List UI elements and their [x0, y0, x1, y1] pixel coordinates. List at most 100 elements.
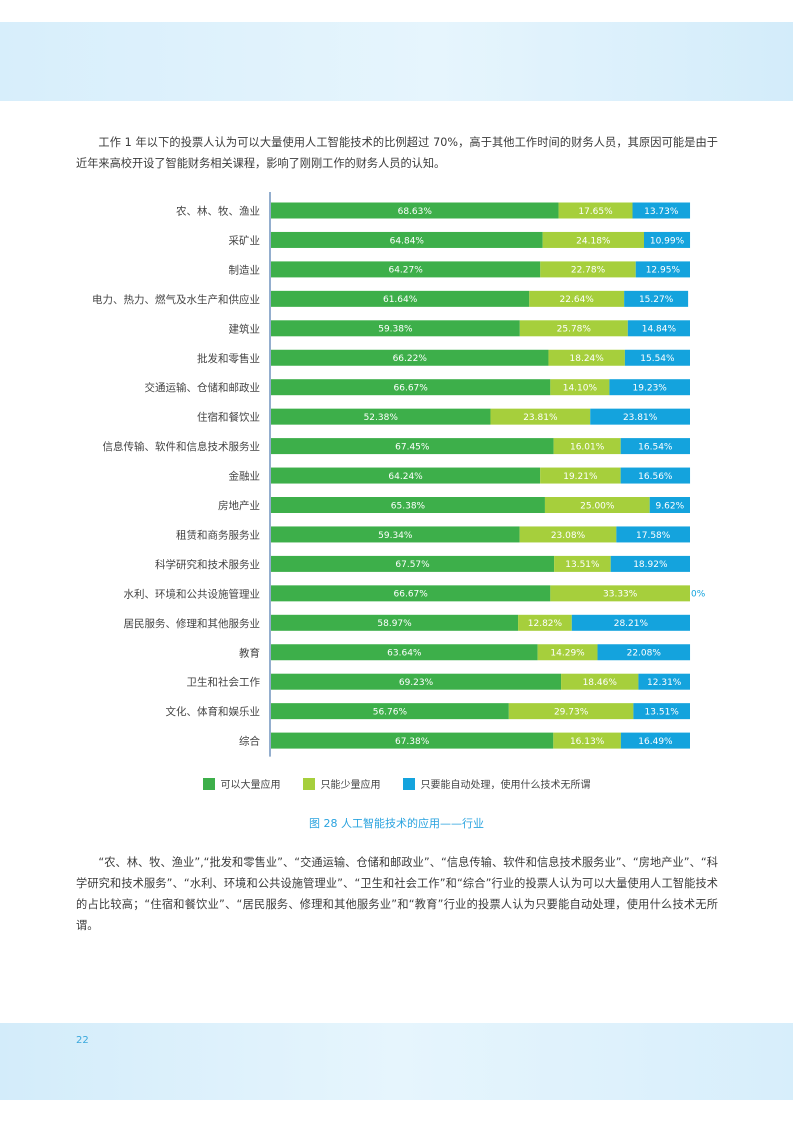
category-label: 卫生和社会工作	[187, 676, 261, 689]
bar-segment	[271, 497, 545, 513]
intro-paragraph: 工作 1 年以下的投票人认为可以大量使用人工智能技术的比例超过 70%，高于其他…	[76, 136, 718, 170]
data-label: 69.23%	[399, 678, 434, 688]
bar-segment	[518, 614, 572, 631]
data-label: 65.38%	[391, 501, 426, 511]
bar-segment	[490, 408, 591, 425]
bar-segment	[550, 585, 690, 602]
bar-segment	[542, 231, 644, 248]
bar-segment	[632, 202, 691, 219]
data-label: 14.84%	[642, 325, 677, 335]
bar-segment	[540, 467, 621, 484]
header-band	[0, 22, 793, 101]
data-label: 25.78%	[557, 325, 592, 335]
bar-segment	[571, 614, 690, 631]
data-label: 18.24%	[570, 354, 605, 364]
data-label: 64.24%	[388, 472, 423, 482]
data-label: 67.38%	[395, 737, 430, 747]
legend-swatch	[402, 777, 415, 790]
data-label: 29.73%	[554, 707, 589, 717]
legend-swatch	[302, 777, 315, 790]
data-label: 18.92%	[633, 560, 668, 570]
data-label: 12.82%	[528, 619, 563, 629]
bar-segment	[271, 703, 509, 720]
bar-segment	[519, 320, 628, 337]
category-label: 房地产业	[218, 499, 260, 512]
bar-segment	[620, 732, 690, 749]
data-label: 68.63%	[398, 207, 433, 217]
bar-segment	[558, 202, 633, 219]
category-label: 建筑业	[229, 322, 261, 335]
data-label: 23.81%	[523, 413, 558, 423]
data-label: 13.51%	[565, 560, 600, 570]
data-label: 59.34%	[378, 531, 413, 541]
bar-segment	[271, 231, 543, 248]
data-label: 33.33%	[603, 590, 638, 600]
category-label: 电力、热力、燃气及水生产和供应业	[92, 293, 260, 306]
data-label: 12.95%	[646, 266, 681, 276]
category-label: 综合	[239, 735, 260, 748]
data-label: 61.64%	[383, 295, 418, 305]
category-label: 农、林、牧、渔业	[176, 205, 260, 218]
category-label: 住宿和餐饮业	[197, 411, 260, 424]
bar-segment	[271, 408, 491, 425]
bar-segment	[537, 644, 598, 661]
data-label: 10.99%	[650, 236, 685, 246]
bar-segment	[271, 290, 530, 307]
bar-segment	[624, 349, 690, 366]
bar-segment	[554, 555, 611, 572]
footer-band	[0, 1023, 793, 1100]
category-label: 批发和零售业	[197, 352, 260, 365]
bar-segment	[553, 732, 621, 749]
category-label: 制造业	[229, 263, 261, 276]
bar-segment	[620, 467, 691, 484]
data-label: 25.00%	[580, 501, 615, 511]
bar-segment	[519, 526, 617, 543]
data-label: 23.08%	[551, 531, 586, 541]
category-label: 采矿业	[229, 234, 261, 247]
data-label: 17.65%	[578, 207, 613, 217]
bar-segment	[633, 703, 690, 720]
bar-segment	[609, 379, 690, 396]
bar-segment	[271, 320, 520, 337]
data-label: 0%	[691, 590, 706, 600]
legend-label: 只要能自动处理，使用什么技术无所谓	[420, 780, 591, 791]
page-number: 22	[76, 1035, 89, 1046]
data-label: 64.27%	[388, 266, 423, 276]
data-label: 56.76%	[373, 707, 408, 717]
bar-segment	[271, 732, 554, 749]
data-label: 14.10%	[563, 384, 598, 394]
data-label: 18.46%	[583, 678, 618, 688]
data-label: 16.13%	[570, 737, 605, 747]
bar-segment	[561, 673, 639, 690]
data-label: 16.54%	[638, 442, 673, 452]
data-label: 52.38%	[364, 413, 399, 423]
category-label: 金融业	[229, 470, 261, 483]
bar-segment	[590, 408, 690, 425]
legend-item-heavy-use: 可以大量应用	[202, 776, 281, 791]
data-label: 13.73%	[644, 207, 679, 217]
bar-segment	[271, 614, 519, 631]
bar-segment	[508, 703, 634, 720]
data-label: 67.45%	[395, 442, 430, 452]
category-label: 文化、体育和娱乐业	[166, 705, 261, 718]
data-label: 66.22%	[393, 354, 428, 364]
bar-segment	[616, 526, 690, 543]
bar-segment	[271, 438, 554, 455]
data-label: 15.54%	[640, 354, 675, 364]
bar-segment	[529, 290, 625, 307]
data-label: 16.56%	[638, 472, 673, 482]
data-label: 16.49%	[638, 737, 673, 747]
bar-segment	[620, 438, 690, 455]
legend-label: 只能少量应用	[320, 780, 381, 791]
data-label: 22.08%	[627, 649, 662, 659]
data-label: 19.23%	[633, 384, 668, 394]
data-label: 28.21%	[614, 619, 649, 629]
data-label: 12.31%	[647, 678, 682, 688]
data-label: 23.81%	[623, 413, 658, 423]
legend-item-any-tech: 只要能自动处理，使用什么技术无所谓	[402, 776, 591, 791]
bar-segment	[271, 673, 562, 690]
data-label: 67.57%	[395, 560, 430, 570]
bar-segment	[649, 497, 690, 513]
data-label: 66.67%	[394, 384, 429, 394]
bar-segment	[550, 379, 610, 396]
